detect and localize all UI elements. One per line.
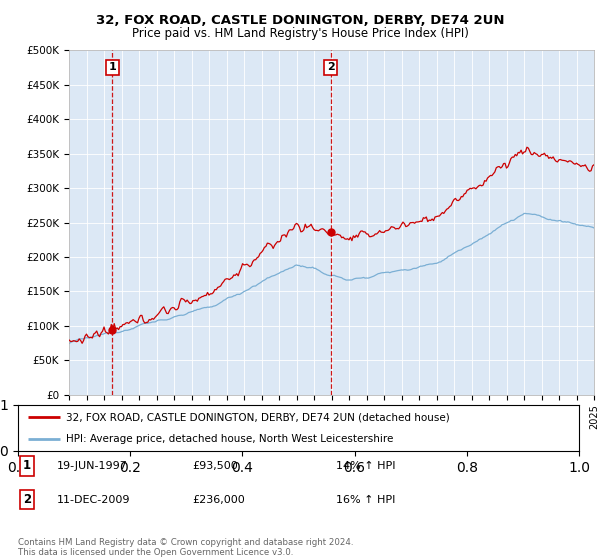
Text: 11-DEC-2009: 11-DEC-2009 [57, 494, 131, 505]
Text: 2: 2 [327, 63, 335, 72]
Text: £236,000: £236,000 [192, 494, 245, 505]
Text: HPI: Average price, detached house, North West Leicestershire: HPI: Average price, detached house, Nort… [65, 435, 393, 444]
Text: 14% ↑ HPI: 14% ↑ HPI [336, 461, 395, 471]
Text: 1: 1 [109, 63, 116, 72]
Text: 32, FOX ROAD, CASTLE DONINGTON, DERBY, DE74 2UN (detached house): 32, FOX ROAD, CASTLE DONINGTON, DERBY, D… [65, 412, 449, 422]
Text: 32, FOX ROAD, CASTLE DONINGTON, DERBY, DE74 2UN: 32, FOX ROAD, CASTLE DONINGTON, DERBY, D… [96, 14, 504, 27]
Text: Contains HM Land Registry data © Crown copyright and database right 2024.
This d: Contains HM Land Registry data © Crown c… [18, 538, 353, 557]
Text: 1: 1 [23, 459, 31, 473]
Text: 2: 2 [23, 493, 31, 506]
Text: £93,500: £93,500 [192, 461, 238, 471]
Text: Price paid vs. HM Land Registry's House Price Index (HPI): Price paid vs. HM Land Registry's House … [131, 27, 469, 40]
Text: 19-JUN-1997: 19-JUN-1997 [57, 461, 128, 471]
Text: 16% ↑ HPI: 16% ↑ HPI [336, 494, 395, 505]
